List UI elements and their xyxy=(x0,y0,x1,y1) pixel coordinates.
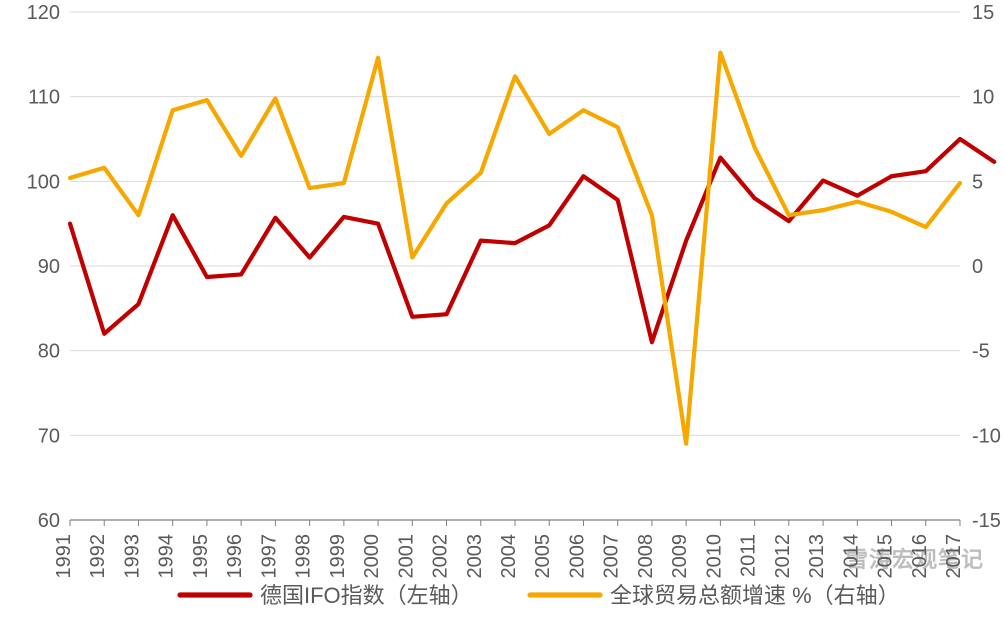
svg-text:5: 5 xyxy=(972,171,983,193)
svg-text:2010: 2010 xyxy=(703,534,725,579)
svg-text:60: 60 xyxy=(38,510,60,532)
svg-text:2012: 2012 xyxy=(772,534,794,579)
svg-text:90: 90 xyxy=(38,256,60,278)
svg-text:2000: 2000 xyxy=(361,534,383,579)
svg-text:2009: 2009 xyxy=(669,534,691,579)
svg-text:1991: 1991 xyxy=(53,534,75,579)
svg-text:2001: 2001 xyxy=(395,534,417,579)
svg-text:2007: 2007 xyxy=(601,534,623,579)
svg-text:70: 70 xyxy=(38,425,60,447)
svg-text:2013: 2013 xyxy=(806,534,828,579)
svg-text:2011: 2011 xyxy=(738,534,760,577)
svg-text:1999: 1999 xyxy=(327,534,349,579)
svg-text:-10: -10 xyxy=(972,425,1001,447)
svg-text:1998: 1998 xyxy=(293,534,315,579)
svg-text:1996: 1996 xyxy=(224,534,246,579)
legend-label-trade: 全球贸易总额增速 %（右轴） xyxy=(610,583,900,608)
svg-text:1994: 1994 xyxy=(156,534,178,579)
svg-text:2015: 2015 xyxy=(875,534,897,579)
svg-text:1997: 1997 xyxy=(258,534,280,579)
svg-text:2004: 2004 xyxy=(498,534,520,579)
svg-text:2005: 2005 xyxy=(532,534,554,579)
svg-text:110: 110 xyxy=(28,87,60,109)
dual-axis-line-chart: 60 70 80 90 100 110 120 -15 -10 -5 0 5 10 15 1991 1992 1… xyxy=(0,0,1004,618)
svg-text:1995: 1995 xyxy=(190,534,212,579)
svg-text:0: 0 xyxy=(972,256,983,278)
svg-text:2016: 2016 xyxy=(909,534,931,579)
svg-text:2003: 2003 xyxy=(464,534,486,579)
svg-text:1992: 1992 xyxy=(87,534,109,579)
svg-text:1993: 1993 xyxy=(121,534,143,579)
svg-text:2002: 2002 xyxy=(430,534,452,579)
svg-text:2017: 2017 xyxy=(943,534,965,579)
legend-label-ifo: 德国IFO指数（左轴） xyxy=(260,583,473,608)
svg-text:-15: -15 xyxy=(972,510,1001,532)
chart-container: 60 70 80 90 100 110 120 -15 -10 -5 0 5 10 15 1991 1992 1… xyxy=(0,0,1004,618)
svg-text:10: 10 xyxy=(972,87,994,109)
svg-text:15: 15 xyxy=(972,2,994,24)
svg-text:120: 120 xyxy=(27,2,60,24)
svg-text:100: 100 xyxy=(27,171,60,193)
svg-text:-5: -5 xyxy=(972,341,990,363)
svg-text:2008: 2008 xyxy=(635,534,657,579)
svg-text:2006: 2006 xyxy=(566,534,588,579)
svg-text:2014: 2014 xyxy=(840,534,862,579)
svg-text:80: 80 xyxy=(38,341,60,363)
